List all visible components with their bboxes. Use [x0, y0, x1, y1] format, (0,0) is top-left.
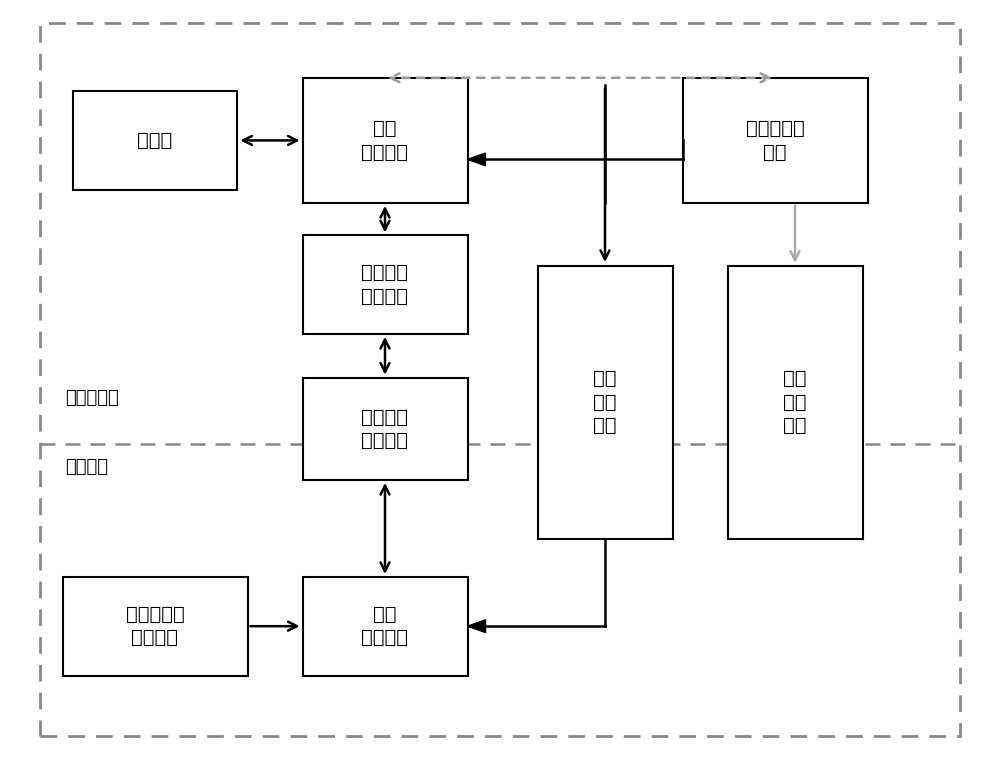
Text: 电池
监测系统: 电池 监测系统: [362, 119, 409, 162]
Bar: [728, 266, 862, 539]
Text: 无线
通信
系统: 无线 通信 系统: [593, 370, 617, 435]
Text: 机器人本体: 机器人本体: [65, 389, 119, 408]
Bar: [302, 235, 468, 334]
Text: 太阳能取电
储能系统: 太阳能取电 储能系统: [126, 605, 184, 647]
Polygon shape: [468, 620, 486, 632]
Text: 蓄电池: 蓄电池: [137, 131, 173, 150]
Text: 线路杆塔: 线路杆塔: [65, 458, 108, 476]
Bar: [302, 78, 468, 203]
Text: 电池充电
管理系统: 电池充电 管理系统: [362, 263, 409, 306]
Text: 机器人控制
系统: 机器人控制 系统: [746, 119, 804, 162]
Bar: [538, 266, 672, 539]
Text: 充电
定位
系统: 充电 定位 系统: [783, 370, 807, 435]
Text: 储能
监测系统: 储能 监测系统: [362, 605, 409, 647]
Text: 电能无线
传输系统: 电能无线 传输系统: [362, 408, 409, 450]
Bar: [682, 78, 868, 203]
Bar: [302, 378, 468, 480]
Bar: [62, 577, 248, 676]
Bar: [72, 91, 238, 190]
Polygon shape: [468, 153, 486, 165]
Bar: [302, 577, 468, 676]
